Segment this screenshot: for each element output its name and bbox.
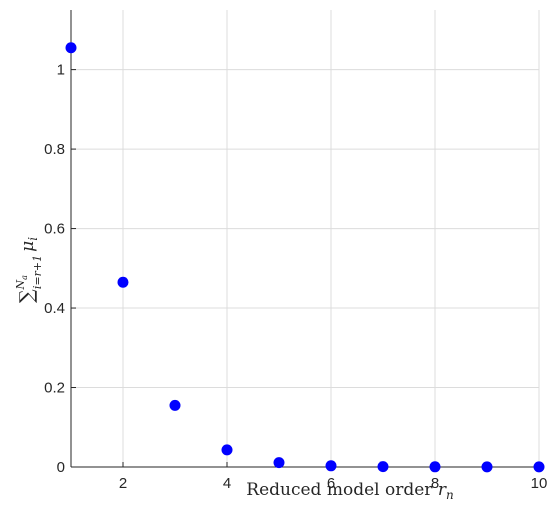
y-axis-label: ∑Na i=r+1 μi — [14, 237, 44, 303]
data-point — [377, 461, 389, 473]
grid — [71, 10, 540, 468]
data-point — [65, 42, 77, 54]
y-axis-label-sum-sup-sub: a — [20, 275, 29, 280]
y-tick-label: 0.6 — [44, 221, 65, 238]
y-axis-label-var: μ — [18, 241, 38, 252]
y-axis-label-sum-sup: N — [14, 279, 27, 290]
svg-text:∑Nai=r+1μi: ∑Na i=r+1 μi — [14, 237, 44, 303]
data-point — [273, 457, 285, 469]
axes — [70, 10, 540, 468]
data-point — [429, 461, 441, 473]
x-tick-label: 4 — [223, 475, 231, 492]
y-tick-label: 1 — [57, 62, 65, 79]
x-tick-label: 10 — [531, 475, 548, 492]
data-point — [169, 399, 181, 411]
y-tick-label: 0.8 — [44, 141, 65, 158]
y-tick-label: 0 — [57, 459, 65, 476]
y-axis-label-sum-sub: i=r+1 — [31, 255, 44, 289]
y-tick-label: 0.4 — [44, 300, 65, 317]
x-axis-label-text: Reduced model order — [246, 480, 438, 500]
data-point — [481, 461, 493, 473]
data-point — [117, 276, 129, 288]
data-point — [221, 444, 233, 456]
x-tick-label: 8 — [431, 475, 439, 492]
y-axis-label-sum: ∑ — [16, 289, 38, 303]
data-points — [65, 42, 545, 473]
data-point — [325, 460, 337, 472]
x-tick-label: 2 — [119, 475, 127, 492]
data-point — [533, 461, 545, 473]
y-axis-label-var-sub: i — [26, 237, 40, 241]
x-axis-label-sub: n — [446, 488, 454, 502]
x-axis-label-var: r — [438, 480, 447, 500]
y-tick-label: 0.2 — [44, 380, 65, 397]
x-tick-label: 6 — [327, 475, 335, 492]
x-axis-label: Reduced model order rn — [246, 480, 453, 502]
tick-labels: 2 4 6 8 10 0 0.2 0.4 0.6 0.8 1 — [44, 62, 547, 492]
